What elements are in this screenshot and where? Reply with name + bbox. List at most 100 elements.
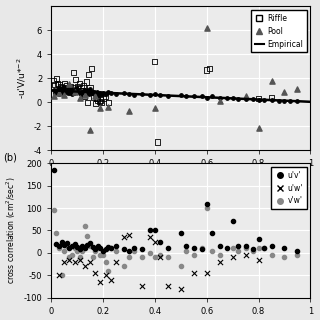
v'w' — [56, 246, 61, 251]
Point — [67, 88, 72, 93]
u'v' — [126, 248, 132, 253]
v'w' — [108, 246, 113, 251]
v'w' — [75, 248, 80, 253]
Point — [106, 89, 111, 94]
Point — [103, 92, 108, 97]
Point — [82, 92, 87, 98]
v'w' — [183, 248, 188, 253]
v'w' — [80, 248, 85, 253]
Point — [269, 78, 274, 83]
Y-axis label: -u'V/u*$^{-2}$: -u'V/u*$^{-2}$ — [16, 58, 28, 99]
Point — [56, 82, 61, 87]
u'v' — [204, 201, 209, 206]
u'v' — [67, 246, 72, 251]
Point — [85, 88, 90, 93]
Point — [78, 85, 84, 91]
v'w' — [54, 230, 59, 235]
Point — [82, 94, 87, 99]
v'w' — [295, 252, 300, 258]
v'w' — [121, 264, 126, 269]
Point — [98, 90, 103, 95]
v'w' — [126, 255, 132, 260]
Point — [58, 85, 63, 91]
Point — [261, 97, 266, 102]
u'v' — [230, 219, 235, 224]
u'w' — [165, 284, 171, 289]
Point — [243, 94, 248, 99]
Point — [295, 87, 300, 92]
Point — [77, 90, 82, 95]
Point — [100, 96, 106, 101]
v'w' — [217, 252, 222, 258]
u'w' — [114, 259, 119, 264]
Point — [58, 84, 63, 89]
v'w' — [72, 246, 77, 251]
v'w' — [147, 250, 152, 255]
Point — [204, 68, 209, 73]
u'v' — [56, 244, 61, 249]
Point — [100, 90, 106, 95]
Point — [52, 82, 58, 87]
u'v' — [140, 247, 145, 252]
u'w' — [98, 279, 103, 284]
u'v' — [235, 244, 240, 249]
Point — [75, 87, 80, 92]
Point — [73, 85, 78, 91]
Point — [80, 88, 85, 93]
Point — [66, 90, 71, 95]
Point — [106, 105, 111, 110]
u'v' — [93, 247, 98, 252]
Point — [76, 88, 81, 93]
Point — [68, 87, 73, 92]
v'w' — [251, 248, 256, 253]
u'v' — [269, 244, 274, 249]
Point — [63, 85, 68, 91]
Point — [90, 89, 95, 94]
Point — [78, 92, 84, 97]
Point — [92, 95, 97, 100]
Point — [55, 81, 60, 86]
Point — [269, 95, 274, 100]
u'w' — [56, 273, 61, 278]
Point — [86, 72, 91, 77]
u'w' — [140, 284, 145, 289]
Point — [68, 84, 73, 89]
Point — [251, 96, 256, 101]
v'w' — [209, 248, 214, 253]
u'v' — [85, 242, 90, 247]
Point — [59, 85, 64, 91]
u'v' — [62, 242, 67, 247]
v'w' — [98, 252, 103, 258]
u'v' — [59, 239, 64, 244]
Point — [103, 94, 108, 99]
u'w' — [67, 257, 72, 262]
u'w' — [93, 270, 98, 276]
v'w' — [64, 244, 69, 249]
Point — [126, 108, 132, 113]
Point — [98, 97, 103, 102]
Point — [235, 96, 240, 101]
Point — [191, 94, 196, 99]
Point — [67, 82, 72, 87]
Point — [155, 140, 160, 145]
Point — [121, 90, 126, 95]
v'w' — [93, 248, 98, 253]
Point — [54, 76, 59, 81]
v'w' — [69, 252, 75, 258]
Point — [132, 92, 137, 98]
v'w' — [269, 252, 274, 258]
Point — [75, 84, 80, 89]
v'w' — [243, 246, 248, 251]
u'v' — [72, 241, 77, 246]
u'v' — [121, 247, 126, 252]
u'v' — [54, 241, 59, 246]
Point — [94, 96, 99, 101]
Point — [69, 92, 75, 97]
Point — [207, 66, 212, 71]
u'w' — [108, 277, 113, 282]
u'v' — [152, 228, 157, 233]
Point — [183, 94, 188, 99]
u'v' — [108, 246, 113, 251]
v'w' — [282, 255, 287, 260]
Point — [63, 89, 68, 94]
